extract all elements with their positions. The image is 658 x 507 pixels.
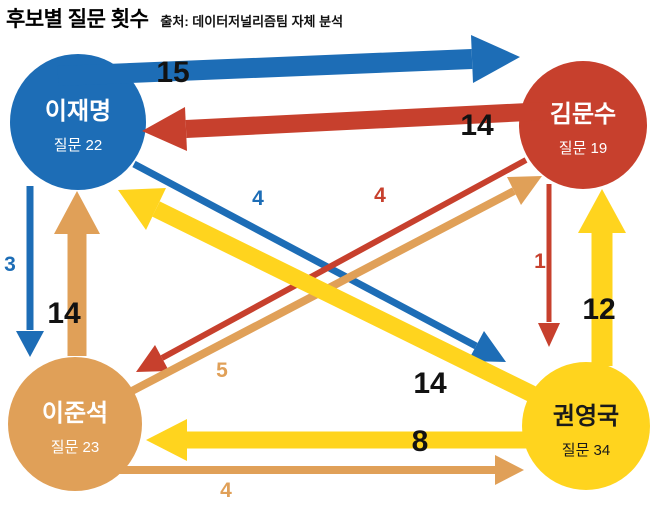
node-kwon-young-guk-questions: 질문 34 — [562, 442, 610, 459]
arrow-count: 3 — [4, 253, 16, 276]
node-kim-moon-soo-questions: 질문 19 — [559, 140, 607, 157]
arrow-kim-moon-soo-to-lee-jun-seok: 4 — [136, 157, 528, 372]
arrow-line — [152, 201, 536, 402]
arrow-kim-moon-soo-to-lee-jae-myung: 14 — [142, 102, 549, 151]
arrow-head-icon — [142, 107, 187, 151]
arrow-line — [160, 157, 528, 361]
arrow-line — [185, 102, 549, 138]
node-kim-moon-soo-name: 김문수 — [550, 101, 616, 128]
arrow-kwon-young-guk-to-lee-jae-myung: 14 — [118, 188, 536, 402]
node-lee-jun-seok-circle — [8, 357, 142, 491]
node-kwon-young-guk-name: 권영국 — [553, 403, 619, 430]
node-lee-jun-seok-questions: 질문 23 — [51, 439, 99, 456]
arrow-count: 14 — [460, 109, 494, 142]
arrow-head-icon — [495, 455, 524, 485]
arrow-head-icon — [471, 35, 520, 83]
source-label: 출처: 데이터저널리즘팀 자체 분석 — [160, 14, 344, 29]
arrow-count: 14 — [47, 297, 81, 330]
arrow-line — [132, 160, 478, 350]
node-lee-jae-myung-questions: 질문 22 — [54, 137, 102, 154]
arrow-head-icon — [468, 331, 506, 362]
arrow-lee-jun-seok-to-lee-jae-myung: 14 — [47, 191, 100, 356]
arrow-lee-jae-myung-to-lee-jun-seok: 3 — [4, 186, 44, 357]
arrow-kim-moon-soo-to-kwon-young-guk: 1 — [534, 184, 560, 347]
arrow-head-icon — [118, 188, 166, 230]
arrow-head-icon — [538, 323, 560, 347]
arrow-count: 1 — [534, 250, 546, 273]
arrow-lee-jae-myung-to-kwon-young-guk: 4 — [132, 160, 506, 362]
page-title: 후보별 질문 횟수 — [6, 8, 149, 31]
node-lee-jae-myung-name: 이재명 — [45, 98, 111, 125]
arrow-count: 4 — [374, 184, 386, 207]
header: 후보별 질문 횟수 출처: 데이터저널리즘팀 자체 분석 — [6, 3, 343, 33]
arrow-lee-jun-seok-to-kwon-young-guk: 4 — [88, 455, 524, 502]
node-kwon-young-guk-circle — [522, 362, 650, 490]
node-kim-moon-soo-circle — [519, 61, 647, 189]
node-lee-jun-seok-name: 이준석 — [42, 400, 108, 427]
arrow-head-icon — [507, 176, 542, 205]
arrow-kwon-young-guk-to-lee-jun-seok: 8 — [146, 419, 528, 461]
arrow-head-icon — [54, 191, 100, 234]
arrow-kwon-young-guk-to-kim-moon-soo: 12 — [578, 189, 626, 366]
arrow-line — [57, 49, 473, 86]
arrow-count: 5 — [216, 359, 228, 382]
arrow-count: 14 — [413, 367, 447, 400]
arrow-count: 8 — [412, 425, 429, 458]
arrow-count: 4 — [220, 479, 232, 502]
arrow-count: 4 — [252, 187, 264, 210]
node-lee-jae-myung-circle — [10, 54, 146, 190]
arrow-head-icon — [16, 331, 44, 357]
arrow-count: 15 — [156, 56, 189, 89]
arrow-head-icon — [578, 189, 626, 233]
arrow-head-icon — [146, 419, 187, 461]
arrow-count: 12 — [582, 293, 615, 326]
arrow-head-icon — [136, 345, 169, 372]
arrow-lee-jae-myung-to-kim-moon-soo: 15 — [57, 35, 520, 89]
